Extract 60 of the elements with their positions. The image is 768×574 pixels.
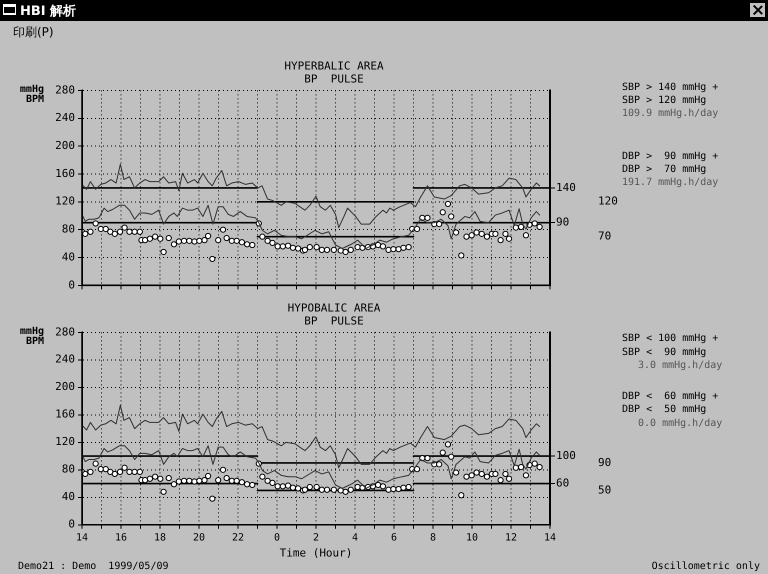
y-tick-label: 160: [55, 408, 75, 421]
text: SBP < 100 mmHg +: [622, 333, 718, 345]
x-tick-label: 6: [390, 532, 398, 544]
text: DBP < 50 mmHg: [622, 404, 706, 416]
y-tick-label: 80: [62, 222, 75, 236]
y3-tick-label: 50: [598, 483, 612, 496]
chart-title: HYPOBALIC AREA: [288, 301, 381, 314]
y-axis-title: mmHg BPM: [18, 326, 44, 347]
x-tick-label: 8: [430, 532, 436, 544]
x-tick-label: 18: [154, 532, 166, 544]
y-tick-label: 80: [62, 462, 75, 476]
x-tick-label: 22: [232, 532, 244, 544]
y-axis-title: mmHg BPM: [18, 84, 44, 105]
text: 3.0 mmHg.h/day: [638, 360, 722, 372]
y-tick-label: 120: [55, 194, 75, 208]
y-tick-label: 280: [55, 83, 75, 96]
x-tick-label: 20: [192, 532, 206, 544]
y-tick-label: 160: [55, 166, 75, 180]
y-tick-label: 120: [55, 435, 75, 448]
y2-tick-label: 140: [556, 180, 576, 194]
text: 109.9 mmHg.h/day: [622, 108, 718, 120]
y-tick-label: 240: [55, 352, 75, 366]
text: DBP > 90 mmHg +: [622, 151, 718, 163]
text: SBP > 140 mmHg +: [622, 82, 718, 94]
x-tick-label: 14: [76, 532, 88, 544]
y2-tick-label: 60: [556, 476, 570, 490]
chart-subtitle: BP PULSE: [304, 72, 364, 86]
x-tick-label: 16: [114, 532, 128, 544]
text: 0.0 mmHg.h/day: [638, 418, 722, 430]
chart-subtitle: BP PULSE: [304, 314, 364, 328]
x-tick-label: 10: [466, 532, 478, 544]
y3-tick-label: 90: [598, 456, 612, 469]
text: DBP < 60 mmHg +: [622, 391, 718, 403]
text: 印刷(P): [13, 24, 54, 41]
y-tick-label: 280: [55, 325, 75, 338]
y2-tick-label: 100: [556, 448, 576, 462]
y-tick-label: 40: [62, 490, 75, 504]
x-tick-label: 4: [352, 532, 358, 544]
text: Demo21 : Demo 1999/05/09: [18, 561, 169, 573]
x-tick-label: 0: [274, 532, 280, 544]
y-tick-label: 0: [68, 518, 75, 531]
y3-tick-label: 70: [598, 230, 612, 243]
y-tick-label: 200: [55, 138, 75, 152]
y-tick-label: 200: [55, 380, 75, 394]
x-tick-label: 14: [544, 532, 556, 544]
y3-tick-label: 120: [598, 194, 618, 208]
text: SBP > 120 mmHg: [622, 95, 706, 107]
text: HBI 解析: [20, 3, 76, 20]
text: SBP < 90 mmHg: [622, 347, 706, 359]
text: DBP > 70 mmHg: [622, 164, 706, 176]
chart-title: HYPERBALIC AREA: [284, 59, 384, 72]
x-tick-label: 2: [312, 532, 320, 544]
y2-tick-label: 90: [556, 216, 570, 229]
x-tick-label: 12: [504, 532, 518, 544]
text: Oscillometric only: [652, 561, 760, 573]
y-tick-label: 40: [62, 250, 75, 264]
x-axis-title: Time (Hour): [280, 546, 352, 560]
text: 191.7 mmHg.h/day: [622, 177, 718, 189]
y-tick-label: 240: [55, 111, 75, 124]
y-tick-label: 0: [68, 278, 75, 292]
